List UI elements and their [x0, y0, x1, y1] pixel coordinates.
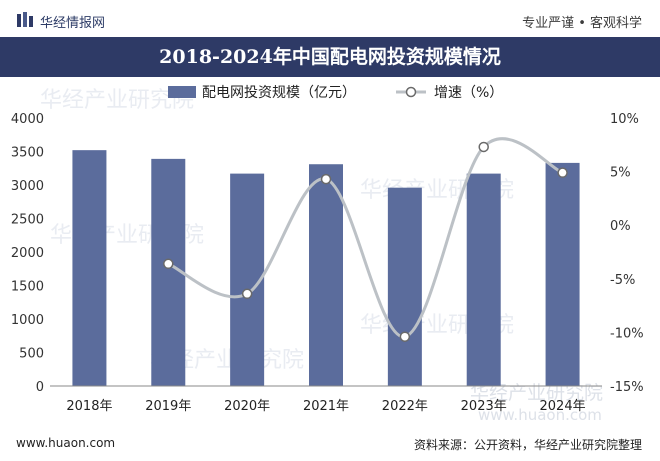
legend-label-investment: 配电网投资规模（亿元） [202, 85, 356, 101]
chart-plot: 华经产业研究院华经产业研究院华经产业研究院华经产业研究院华经产业研究院华经产业研… [11, 85, 644, 424]
growth-point-2024年 [557, 167, 568, 178]
bar-2022年 [387, 187, 422, 386]
bar-2023年 [466, 173, 501, 386]
bar-2024年 [545, 162, 580, 386]
chart-title: 2018-2024年中国配电网投资规模情况 [159, 46, 501, 68]
bar-2020年 [230, 173, 265, 386]
source-note: 资料来源：公开资料，华经产业研究院整理 [413, 438, 642, 452]
title-band [0, 37, 660, 77]
watermark-url: www.huaon.com [478, 406, 602, 424]
y-left-tick-label: 1500 [11, 280, 44, 295]
x-tick-label: 2018年 [66, 399, 112, 414]
slogan: 专业严谨 • 客观科学 [522, 16, 642, 31]
growth-point-2022年 [399, 331, 411, 342]
y-left-tick-label: 3000 [11, 179, 44, 194]
growth-point-2020年 [241, 288, 253, 300]
bar-2018年 [72, 150, 107, 386]
huajing-logo-icon [17, 12, 33, 27]
y-right-tick-label: -15% [610, 380, 644, 395]
growth-point-2021年 [320, 173, 332, 185]
watermark-text: 华经产业研究院 [470, 382, 603, 404]
legend-swatch-investment [168, 86, 196, 98]
x-tick-label: 2020年 [224, 399, 270, 414]
y-left-tick-label: 1000 [11, 313, 44, 328]
website-url: www.huaon.com [16, 436, 116, 450]
y-right-tick-label: 0% [610, 219, 631, 234]
bar-2021年 [309, 164, 343, 386]
x-tick-label: 2021年 [303, 399, 349, 414]
x-tick-label: 2019年 [145, 399, 191, 414]
x-tick-label: 2023年 [461, 399, 507, 414]
x-tick-label: 2024年 [540, 399, 586, 414]
y-left-tick-label: 2000 [11, 246, 44, 261]
y-right-tick-label: 10% [610, 112, 639, 127]
y-left-tick-label: 4000 [11, 112, 44, 127]
y-left-tick-label: 0 [36, 380, 44, 395]
y-left-tick-label: 500 [19, 347, 44, 362]
growth-rate-line [167, 137, 564, 339]
y-left-tick-label: 2500 [11, 213, 44, 228]
y-right-tick-label: -5% [610, 273, 635, 288]
brand-name: 华经情报网 [40, 16, 106, 31]
legend-label-growth: 增速（%） [434, 85, 503, 101]
x-tick-label: 2022年 [382, 399, 428, 414]
y-right-tick-label: 5% [610, 166, 631, 181]
growth-point-2019年 [163, 258, 174, 270]
y-left-tick-label: 3500 [11, 146, 44, 161]
y-right-tick-label: -10% [610, 326, 644, 341]
legend-marker-growth [405, 86, 417, 98]
growth-point-2023年 [478, 141, 489, 153]
